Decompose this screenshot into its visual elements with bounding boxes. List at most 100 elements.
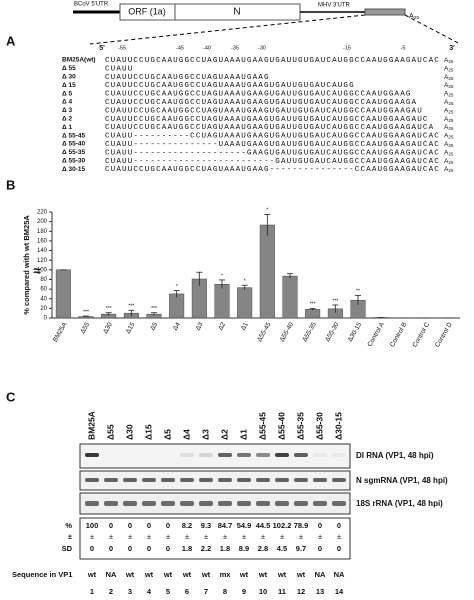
- x-tick-label: Δ3: [195, 321, 205, 332]
- poly-a: A25: [444, 107, 454, 114]
- band: [161, 501, 175, 506]
- row-name: Δ 5: [62, 90, 72, 97]
- orf-label: ORF (1a): [128, 6, 166, 16]
- x-tick-label: Δ2: [217, 321, 227, 332]
- band: [104, 501, 118, 506]
- significance: ***: [106, 306, 112, 312]
- n-label: N: [233, 7, 240, 18]
- position-label: -5: [401, 45, 406, 51]
- plus-minus: ±: [147, 532, 151, 541]
- sequence-value: wt: [277, 570, 287, 579]
- poly-a-base: A: [444, 65, 449, 72]
- band: [85, 501, 99, 506]
- poly-a-base: A: [444, 90, 449, 97]
- lane-label: Δ4: [181, 429, 191, 440]
- poly-a-length: 25: [448, 93, 454, 98]
- poly-a: A25: [444, 82, 454, 89]
- x-tick-label: Control C: [411, 321, 431, 349]
- row-name: Δ 30-15: [62, 166, 85, 173]
- y-tick-label: 200: [37, 219, 48, 225]
- blot-label: 18S rRNA (VP1, 48 hpi): [356, 499, 443, 508]
- percent-value: 0: [128, 521, 132, 530]
- sequence-value: NA: [315, 570, 326, 579]
- bar: [169, 293, 185, 319]
- band: [199, 453, 213, 457]
- lane-number: 14: [335, 587, 344, 596]
- x-tick-label: Δ4: [172, 321, 182, 332]
- lane-number: 2: [109, 587, 113, 596]
- x-tick-label: Δ55-35: [301, 321, 318, 343]
- lane-number: 3: [128, 587, 132, 596]
- significance: *: [176, 284, 178, 290]
- poly-a-base: A: [444, 99, 449, 106]
- significance: *: [244, 279, 246, 285]
- y-tick-label: 20: [40, 306, 47, 312]
- x-tick-label: BM25A: [52, 321, 69, 344]
- sd-value: 9.7: [296, 544, 306, 553]
- sd-value: 0: [337, 544, 341, 553]
- lane-number: 8: [223, 587, 227, 596]
- sequence-value: NA: [106, 570, 117, 579]
- lane-number: 6: [185, 587, 189, 596]
- percent-value: 0: [318, 521, 322, 530]
- sequence: CUAUU--------------------GAAGUGAUUGUGAUC…: [105, 149, 440, 157]
- blot-label: N sgmRNA (VP1, 48 hpi): [356, 476, 448, 485]
- y-tick-label: 180: [37, 229, 48, 235]
- x-tick-label: Δ55-45: [256, 321, 273, 343]
- lane-label: Δ5: [162, 429, 172, 440]
- poly-a: A25: [444, 65, 454, 72]
- sd-value: 8.9: [239, 544, 249, 553]
- bar: [259, 224, 275, 319]
- band: [218, 478, 232, 482]
- row-name: Δ 2: [62, 116, 72, 123]
- lane-number: 1: [90, 587, 94, 596]
- sd-value: 4.5: [277, 544, 287, 553]
- poly-a-length: 25: [448, 101, 454, 106]
- blot-frame: [79, 492, 351, 515]
- sequence: CUAUUCCUGCAAUGGCCUAGUAAAUGAAGUGAUUGUGAUC…: [105, 107, 423, 115]
- band: [123, 478, 137, 482]
- band: [237, 478, 251, 482]
- lane-label: Δ55: [105, 424, 115, 440]
- poly-a: A25: [444, 124, 454, 131]
- sequence-value: wt: [296, 570, 306, 579]
- percent-value: 8.2: [182, 521, 192, 530]
- sequence-value: wt: [163, 570, 173, 579]
- sequence: CUAUU-------------------------GAUUGUGAUC…: [105, 158, 440, 166]
- band: [85, 453, 99, 457]
- x-tick-label: Δ55-40: [279, 321, 296, 343]
- poly-a: A25: [444, 116, 454, 123]
- lane-label: Δ55-30: [314, 412, 324, 440]
- lane-label: Δ30-15: [333, 412, 343, 440]
- poly-a-length: 25: [448, 110, 454, 115]
- row-name: Δ 4: [62, 99, 72, 106]
- bar: [55, 269, 71, 319]
- plus-minus: ±: [280, 532, 284, 541]
- band: [294, 453, 308, 457]
- band: [180, 501, 194, 506]
- lane-label: Δ3: [200, 429, 210, 440]
- percent-value: 0: [109, 521, 113, 530]
- row-name: Δ 55-35: [62, 149, 85, 156]
- lane-number: 7: [204, 587, 208, 596]
- y-tick-label: 60: [40, 287, 47, 293]
- position-label: -15: [343, 45, 351, 51]
- position-label: -55: [118, 45, 126, 51]
- band: [199, 478, 213, 482]
- x-tick-label: Δ30: [102, 321, 114, 335]
- percent-value: 9.3: [201, 521, 211, 530]
- sequence: CUAUUCCUGCAAUGGCCUAGUAAAUGAAGUGAUUGUGAUC…: [105, 91, 412, 99]
- significance: *: [266, 208, 268, 214]
- row-name: Δ 30: [62, 74, 76, 81]
- band: [161, 478, 175, 482]
- x-tick-label: Δ15: [125, 321, 137, 335]
- band: [313, 478, 327, 482]
- row-name: Δ 55-45: [62, 132, 85, 139]
- blot-label: DI RNA (VP1, 48 hpi): [356, 451, 434, 460]
- band: [313, 501, 327, 506]
- sequence-value: NA: [334, 570, 345, 579]
- band: [332, 453, 346, 457]
- poly-a-length: 25: [448, 152, 454, 157]
- sequence-value: mx: [220, 570, 232, 579]
